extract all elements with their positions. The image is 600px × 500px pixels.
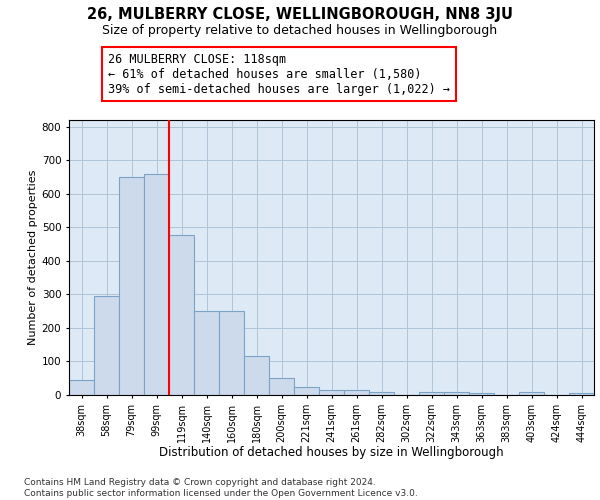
Bar: [319, 390, 344, 395]
Bar: [419, 392, 444, 395]
Text: 26 MULBERRY CLOSE: 118sqm
← 61% of detached houses are smaller (1,580)
39% of se: 26 MULBERRY CLOSE: 118sqm ← 61% of detac…: [108, 52, 450, 96]
Bar: [94, 296, 119, 395]
Bar: [194, 311, 219, 395]
Bar: [119, 177, 144, 395]
Bar: [294, 386, 319, 395]
Bar: [69, 380, 94, 395]
Bar: [144, 174, 169, 395]
Text: Size of property relative to detached houses in Wellingborough: Size of property relative to detached ho…: [103, 24, 497, 37]
X-axis label: Distribution of detached houses by size in Wellingborough: Distribution of detached houses by size …: [159, 446, 504, 459]
Bar: [369, 392, 394, 395]
Text: Contains HM Land Registry data © Crown copyright and database right 2024.
Contai: Contains HM Land Registry data © Crown c…: [24, 478, 418, 498]
Bar: [519, 392, 544, 395]
Bar: [269, 378, 294, 395]
Y-axis label: Number of detached properties: Number of detached properties: [28, 170, 38, 345]
Bar: [169, 234, 194, 395]
Bar: [244, 356, 269, 395]
Bar: [444, 392, 469, 395]
Bar: [219, 311, 244, 395]
Bar: [344, 390, 369, 395]
Bar: [569, 394, 594, 395]
Text: 26, MULBERRY CLOSE, WELLINGBOROUGH, NN8 3JU: 26, MULBERRY CLOSE, WELLINGBOROUGH, NN8 …: [87, 8, 513, 22]
Bar: [469, 394, 494, 395]
